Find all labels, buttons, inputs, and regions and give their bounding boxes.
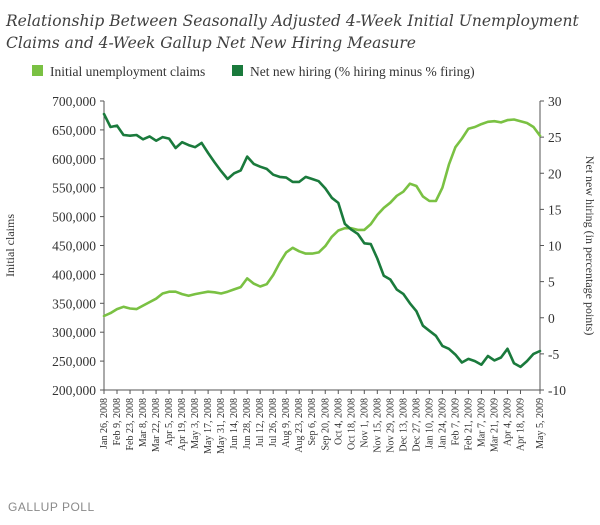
x-tick-label: May 17, 2008 bbox=[203, 398, 214, 454]
title-line-2: Claims and 4-Week Gallup Net New Hiring … bbox=[6, 34, 416, 52]
x-tick-label: Apr 18, 2009 bbox=[515, 398, 526, 451]
x-tick-label: Dec 13, 2008 bbox=[398, 398, 409, 452]
x-tick-label: Jun 28, 2008 bbox=[242, 398, 253, 449]
x-tick-label: Jan 26, 2008 bbox=[99, 398, 110, 449]
y-left-tick-label: 650,000 bbox=[52, 123, 96, 138]
gallup-poll-logo: GALLUP POLL bbox=[8, 500, 95, 514]
y-right-tick-label: 10 bbox=[548, 239, 562, 254]
legend-label-hiring: Net new hiring (% hiring minus % firing) bbox=[250, 64, 475, 79]
x-tick-label: Jul 12, 2008 bbox=[255, 398, 266, 447]
y-left-tick-label: 450,000 bbox=[52, 239, 96, 254]
x-tick-label: Jan 10, 2009 bbox=[424, 398, 435, 449]
y-axis-right-title: Net new hiring (in percentage points) bbox=[583, 156, 597, 336]
title-line-1: Relationship Between Seasonally Adjusted… bbox=[6, 12, 579, 30]
y-left-tick-label: 350,000 bbox=[52, 296, 96, 311]
y-left-tick-label: 200,000 bbox=[52, 383, 96, 398]
x-tick-label: Aug 23, 2008 bbox=[294, 398, 305, 453]
y-left-tick-label: 250,000 bbox=[52, 354, 96, 369]
y-right-tick-label: -10 bbox=[548, 383, 566, 398]
x-tick-label: Oct 4, 2008 bbox=[333, 398, 344, 445]
y-left-tick-label: 550,000 bbox=[52, 181, 96, 196]
y-left-tick-label: 300,000 bbox=[52, 325, 96, 340]
x-tick-label: Apr 19, 2008 bbox=[177, 398, 188, 451]
chart-title: Relationship Between Seasonally Adjusted… bbox=[6, 10, 596, 54]
x-tick-label: Apr 5, 2008 bbox=[164, 398, 175, 446]
y-right-tick-label: 5 bbox=[548, 275, 555, 290]
x-tick-label: Jul 26, 2008 bbox=[268, 398, 279, 447]
x-tick-label: Feb 9, 2008 bbox=[112, 398, 123, 446]
series-line-claims bbox=[102, 118, 542, 318]
legend-label-claims: Initial unemployment claims bbox=[50, 64, 206, 79]
x-tick-label: May 3, 2008 bbox=[190, 398, 201, 449]
x-tick-label: Jun 14, 2008 bbox=[229, 398, 240, 449]
y-left-tick-label: 500,000 bbox=[52, 210, 96, 225]
x-tick-label: Feb 21, 2009 bbox=[463, 398, 474, 451]
x-tick-label: Nov 1, 2008 bbox=[359, 398, 370, 448]
x-tick-label: Mar 21, 2009 bbox=[489, 398, 500, 452]
x-tick-label: Sep 6, 2008 bbox=[307, 398, 318, 446]
x-tick-label: Aug 9, 2008 bbox=[281, 398, 292, 448]
series-line-hiring bbox=[102, 112, 542, 369]
x-tick-label: Jan 24, 2009 bbox=[437, 398, 448, 449]
x-tick-label: Mar 22, 2008 bbox=[151, 398, 162, 452]
legend-swatch-hiring bbox=[232, 65, 243, 76]
x-tick-label: May 31, 2008 bbox=[216, 398, 227, 454]
y-left-tick-label: 400,000 bbox=[52, 267, 96, 282]
legend-swatch-claims bbox=[32, 65, 43, 76]
y-right-tick-label: 30 bbox=[548, 94, 562, 109]
y-right-tick-label: 25 bbox=[548, 130, 562, 145]
x-tick-label: Sep 20, 2008 bbox=[320, 398, 331, 451]
y-right-tick-label: 0 bbox=[548, 311, 555, 326]
x-tick-label: Nov 29, 2008 bbox=[385, 398, 396, 453]
x-tick-label: Apr 4, 2009 bbox=[502, 398, 513, 446]
x-tick-label: May 5, 2009 bbox=[535, 398, 546, 449]
y-left-tick-label: 600,000 bbox=[52, 152, 96, 167]
x-tick-label: Mar 8, 2008 bbox=[138, 398, 149, 447]
x-tick-label: Oct 18, 2008 bbox=[346, 398, 357, 450]
x-tick-label: Dec 27, 2008 bbox=[411, 398, 422, 452]
x-tick-label: Mar 7, 2009 bbox=[476, 398, 487, 447]
y-right-tick-label: 20 bbox=[548, 166, 562, 181]
x-tick-label: Feb 7, 2009 bbox=[450, 398, 461, 446]
y-axis-left-title: Initial claims bbox=[3, 214, 17, 277]
x-tick-label: Feb 23, 2008 bbox=[125, 398, 136, 451]
x-tick-label: Nov 15, 2008 bbox=[372, 398, 383, 453]
y-right-tick-label: 15 bbox=[548, 202, 562, 217]
y-right-tick-label: -5 bbox=[548, 347, 559, 362]
y-left-tick-label: 700,000 bbox=[52, 94, 96, 109]
